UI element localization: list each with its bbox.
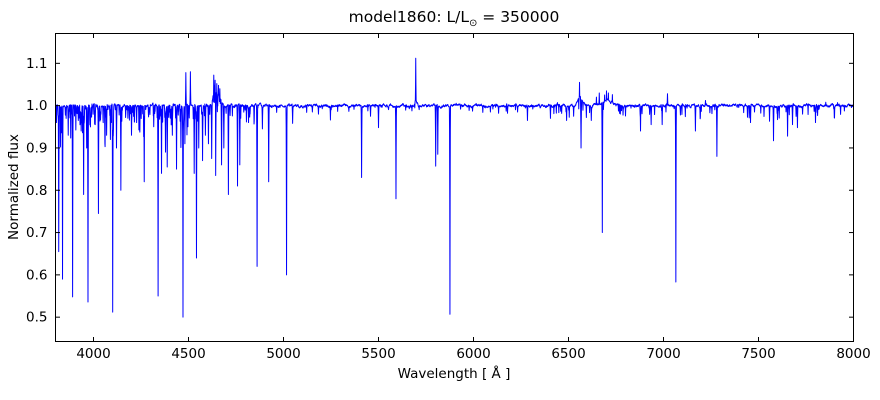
x-tick-label: 6000	[456, 346, 490, 362]
axes-border	[55, 33, 854, 342]
x-axis-label: Wavelength [ Å ]	[397, 366, 511, 382]
x-tick-label: 7000	[646, 346, 680, 362]
y-tick-label: 0.8	[26, 183, 47, 199]
y-tick-label: 0.5	[26, 310, 47, 326]
spectrum-line	[55, 57, 854, 318]
x-tick-label: 5000	[266, 346, 300, 362]
plot-title: model1860: L/L⊙ = 350000	[55, 8, 853, 29]
y-tick-label: 0.9	[26, 140, 47, 156]
y-tick-label: 1.0	[26, 98, 47, 114]
x-tick-label: 4000	[76, 346, 110, 362]
x-tick-label: 6500	[551, 346, 585, 362]
y-tick-label: 0.6	[26, 267, 47, 283]
x-tick-label: 4500	[171, 346, 205, 362]
y-tick-label: 0.7	[26, 225, 47, 241]
x-tick-label: 5500	[361, 346, 395, 362]
sun-symbol: ⊙	[468, 18, 478, 30]
plot-title-prefix: model1860: L/L	[348, 8, 469, 26]
plot-title-suffix: = 350000	[477, 8, 560, 26]
y-tick-label: 1.1	[26, 56, 47, 72]
x-tick-label: 8000	[836, 346, 870, 362]
x-tick-label: 7500	[741, 346, 775, 362]
